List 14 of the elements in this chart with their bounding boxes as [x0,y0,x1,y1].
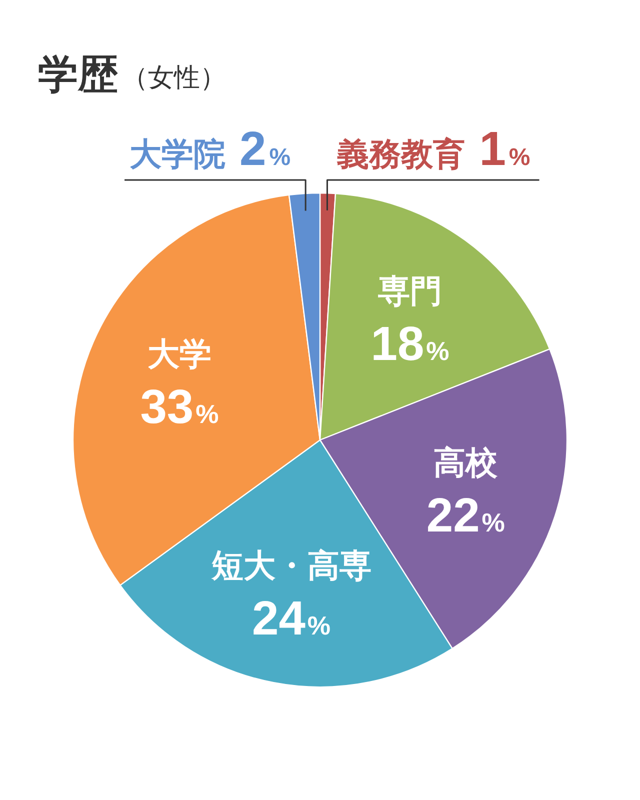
data-label: 24% [252,592,331,646]
data-label: 2% [240,123,291,176]
slice-label: 高校 [434,444,499,480]
slice-label: 義務教育 [336,136,466,172]
data-label: 18% [370,318,450,372]
chart-title: 学歴 [38,53,118,97]
slice-label: 大学院 [130,136,226,172]
data-label: 1% [479,123,530,176]
slice-label: 専門 [378,273,442,310]
slice-label: 短大・高専 [210,547,372,584]
chart-subtitle: （女性） [122,62,226,92]
data-label: 33% [140,381,219,434]
slice-label: 大学 [147,336,212,372]
data-label: 22% [426,489,505,542]
